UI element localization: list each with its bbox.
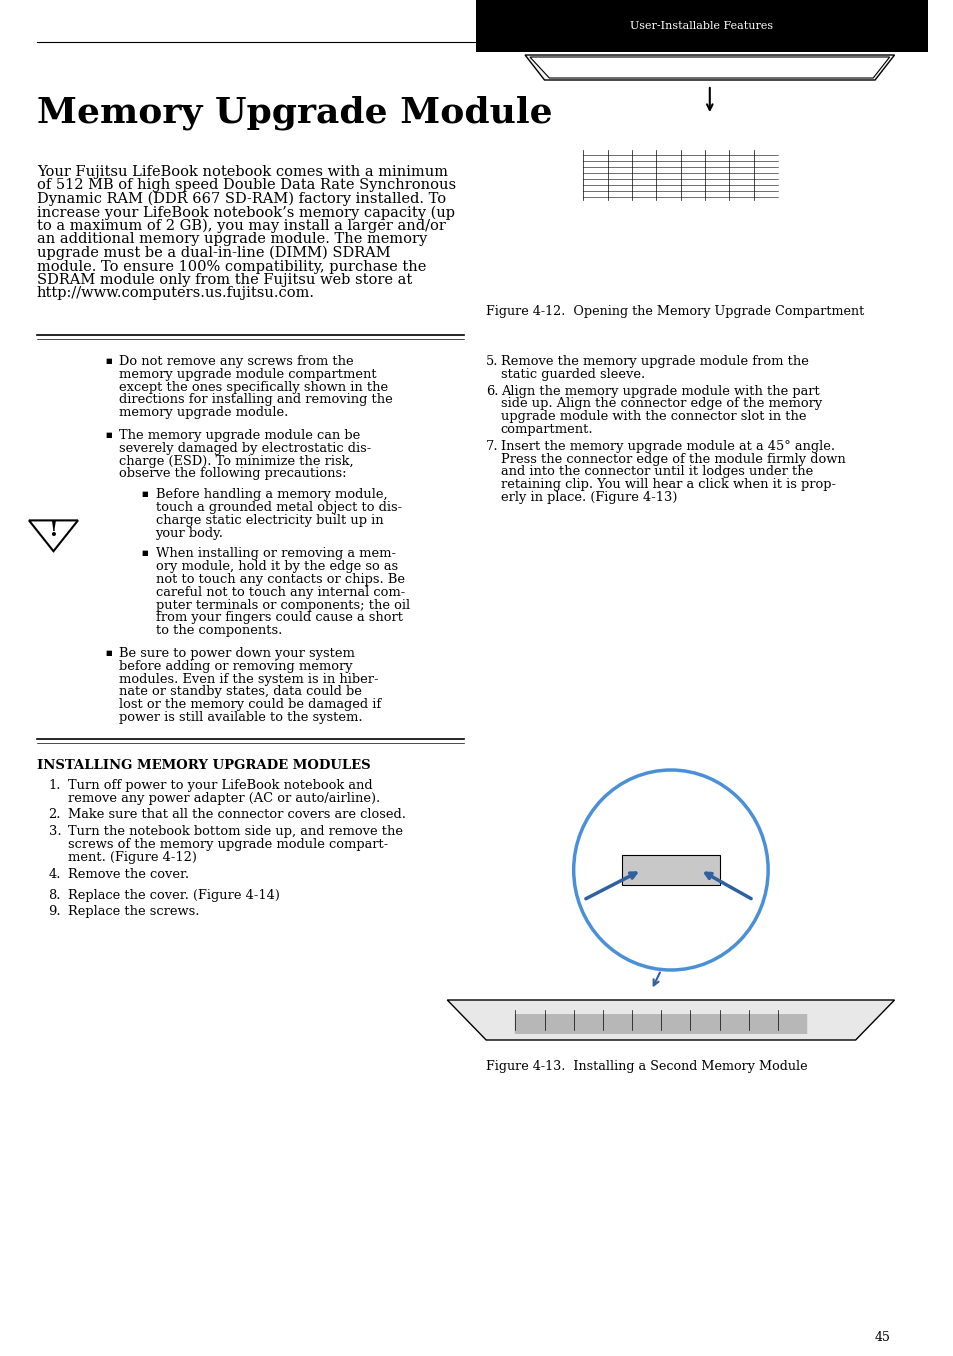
Text: upgrade module with the connector slot in the: upgrade module with the connector slot i… (500, 411, 805, 423)
Text: ■: ■ (105, 650, 112, 658)
Text: ■: ■ (105, 357, 112, 365)
Text: charge (ESD). To minimize the risk,: charge (ESD). To minimize the risk, (118, 454, 353, 468)
Text: Dynamic RAM (DDR 667 SD-RAM) factory installed. To: Dynamic RAM (DDR 667 SD-RAM) factory ins… (37, 193, 446, 206)
Text: memory upgrade module compartment: memory upgrade module compartment (118, 367, 375, 381)
Text: Make sure that all the connector covers are closed.: Make sure that all the connector covers … (68, 808, 406, 822)
Text: touch a grounded metal object to dis-: touch a grounded metal object to dis- (155, 500, 401, 514)
Text: modules. Even if the system is in hiber-: modules. Even if the system is in hiber- (118, 673, 377, 686)
Text: Figure 4-13.  Installing a Second Memory Module: Figure 4-13. Installing a Second Memory … (486, 1060, 807, 1073)
Text: Do not remove any screws from the: Do not remove any screws from the (118, 355, 353, 367)
Text: Before handling a memory module,: Before handling a memory module, (155, 488, 387, 502)
Text: your body.: your body. (155, 526, 223, 540)
Text: nate or standby states, data could be: nate or standby states, data could be (118, 685, 361, 698)
Text: 5.: 5. (486, 355, 498, 367)
Text: screws of the memory upgrade module compart-: screws of the memory upgrade module comp… (68, 838, 388, 852)
Text: memory upgrade module.: memory upgrade module. (118, 407, 288, 419)
Text: 2.: 2. (49, 808, 61, 822)
Text: 45: 45 (874, 1332, 890, 1344)
Text: from your fingers could cause a short: from your fingers could cause a short (155, 612, 402, 624)
Text: ■: ■ (141, 549, 148, 557)
Text: INSTALLING MEMORY UPGRADE MODULES: INSTALLING MEMORY UPGRADE MODULES (37, 759, 370, 772)
Text: severely damaged by electrostatic dis-: severely damaged by electrostatic dis- (118, 442, 371, 454)
Text: before adding or removing memory: before adding or removing memory (118, 660, 352, 673)
Text: Remove the cover.: Remove the cover. (68, 868, 189, 880)
Text: static guarded sleeve.: static guarded sleeve. (500, 367, 644, 381)
Text: 6.: 6. (486, 385, 498, 397)
Text: Memory Upgrade Module: Memory Upgrade Module (37, 95, 552, 130)
Text: compartment.: compartment. (500, 423, 593, 437)
Text: Align the memory upgrade module with the part: Align the memory upgrade module with the… (500, 385, 819, 397)
Polygon shape (529, 57, 889, 79)
Text: lost or the memory could be damaged if: lost or the memory could be damaged if (118, 698, 380, 711)
FancyBboxPatch shape (476, 0, 926, 52)
Text: Remove the memory upgrade module from the: Remove the memory upgrade module from th… (500, 355, 808, 367)
Text: to the components.: to the components. (155, 624, 282, 637)
Text: observe the following precautions:: observe the following precautions: (118, 468, 346, 480)
Text: side up. Align the connector edge of the memory: side up. Align the connector edge of the… (500, 397, 821, 411)
Text: 9.: 9. (49, 906, 61, 918)
Text: Insert the memory upgrade module at a 45° angle.: Insert the memory upgrade module at a 45… (500, 439, 834, 453)
Text: erly in place. (Figure 4-13): erly in place. (Figure 4-13) (500, 491, 677, 504)
Polygon shape (447, 999, 894, 1040)
Text: an additional memory upgrade module. The memory: an additional memory upgrade module. The… (37, 232, 427, 247)
Text: Turn off power to your LifeBook notebook and: Turn off power to your LifeBook notebook… (68, 778, 373, 792)
Text: SDRAM module only from the Fujitsu web store at: SDRAM module only from the Fujitsu web s… (37, 273, 412, 287)
Text: 7.: 7. (486, 439, 498, 453)
Text: Your Fujitsu LifeBook notebook comes with a minimum: Your Fujitsu LifeBook notebook comes wit… (37, 165, 448, 179)
Text: When installing or removing a mem-: When installing or removing a mem- (155, 548, 395, 560)
Text: upgrade must be a dual-in-line (DIMM) SDRAM: upgrade must be a dual-in-line (DIMM) SD… (37, 245, 390, 260)
Text: module. To ensure 100% compatibility, purchase the: module. To ensure 100% compatibility, pu… (37, 259, 426, 274)
Text: 4.: 4. (49, 868, 61, 880)
Text: puter terminals or components; the oil: puter terminals or components; the oil (155, 598, 409, 612)
Text: The memory upgrade module can be: The memory upgrade module can be (118, 428, 359, 442)
Text: Replace the screws.: Replace the screws. (68, 906, 199, 918)
Text: of 512 MB of high speed Double Data Rate Synchronous: of 512 MB of high speed Double Data Rate… (37, 179, 456, 193)
Text: ment. (Figure 4-12): ment. (Figure 4-12) (68, 850, 196, 864)
FancyBboxPatch shape (621, 856, 719, 885)
Text: directions for installing and removing the: directions for installing and removing t… (118, 393, 392, 407)
Text: User-Installable Features: User-Installable Features (630, 20, 773, 31)
Text: 3.: 3. (49, 826, 61, 838)
Polygon shape (524, 56, 894, 80)
FancyBboxPatch shape (481, 56, 908, 311)
Text: retaining clip. You will hear a click when it is prop-: retaining clip. You will hear a click wh… (500, 479, 835, 491)
Text: and into the connector until it lodges under the: and into the connector until it lodges u… (500, 465, 812, 479)
Text: increase your LifeBook notebook’s memory capacity (up: increase your LifeBook notebook’s memory… (37, 206, 455, 220)
Text: power is still available to the system.: power is still available to the system. (118, 711, 362, 724)
Text: ■: ■ (105, 431, 112, 439)
Text: not to touch any contacts or chips. Be: not to touch any contacts or chips. Be (155, 574, 404, 586)
Text: http://www.computers.us.fujitsu.com.: http://www.computers.us.fujitsu.com. (37, 286, 314, 301)
Text: Be sure to power down your system: Be sure to power down your system (118, 647, 355, 660)
Text: Replace the cover. (Figure 4-14): Replace the cover. (Figure 4-14) (68, 890, 279, 902)
Text: !: ! (49, 519, 58, 541)
Circle shape (573, 770, 767, 970)
Text: Turn the notebook bottom side up, and remove the: Turn the notebook bottom side up, and re… (68, 826, 402, 838)
Text: ■: ■ (141, 491, 148, 498)
Text: remove any power adapter (AC or auto/airline).: remove any power adapter (AC or auto/air… (68, 792, 380, 804)
Text: Press the connector edge of the module firmly down: Press the connector edge of the module f… (500, 453, 844, 465)
Text: ory module, hold it by the edge so as: ory module, hold it by the edge so as (155, 560, 397, 574)
Text: except the ones specifically shown in the: except the ones specifically shown in th… (118, 381, 387, 393)
Text: careful not to touch any internal com-: careful not to touch any internal com- (155, 586, 404, 599)
Text: charge static electricity built up in: charge static electricity built up in (155, 514, 383, 526)
Text: Figure 4-12.  Opening the Memory Upgrade Compartment: Figure 4-12. Opening the Memory Upgrade … (486, 305, 863, 319)
Text: 8.: 8. (49, 890, 61, 902)
Text: to a maximum of 2 GB), you may install a larger and/or: to a maximum of 2 GB), you may install a… (37, 220, 445, 233)
Text: 1.: 1. (49, 778, 61, 792)
